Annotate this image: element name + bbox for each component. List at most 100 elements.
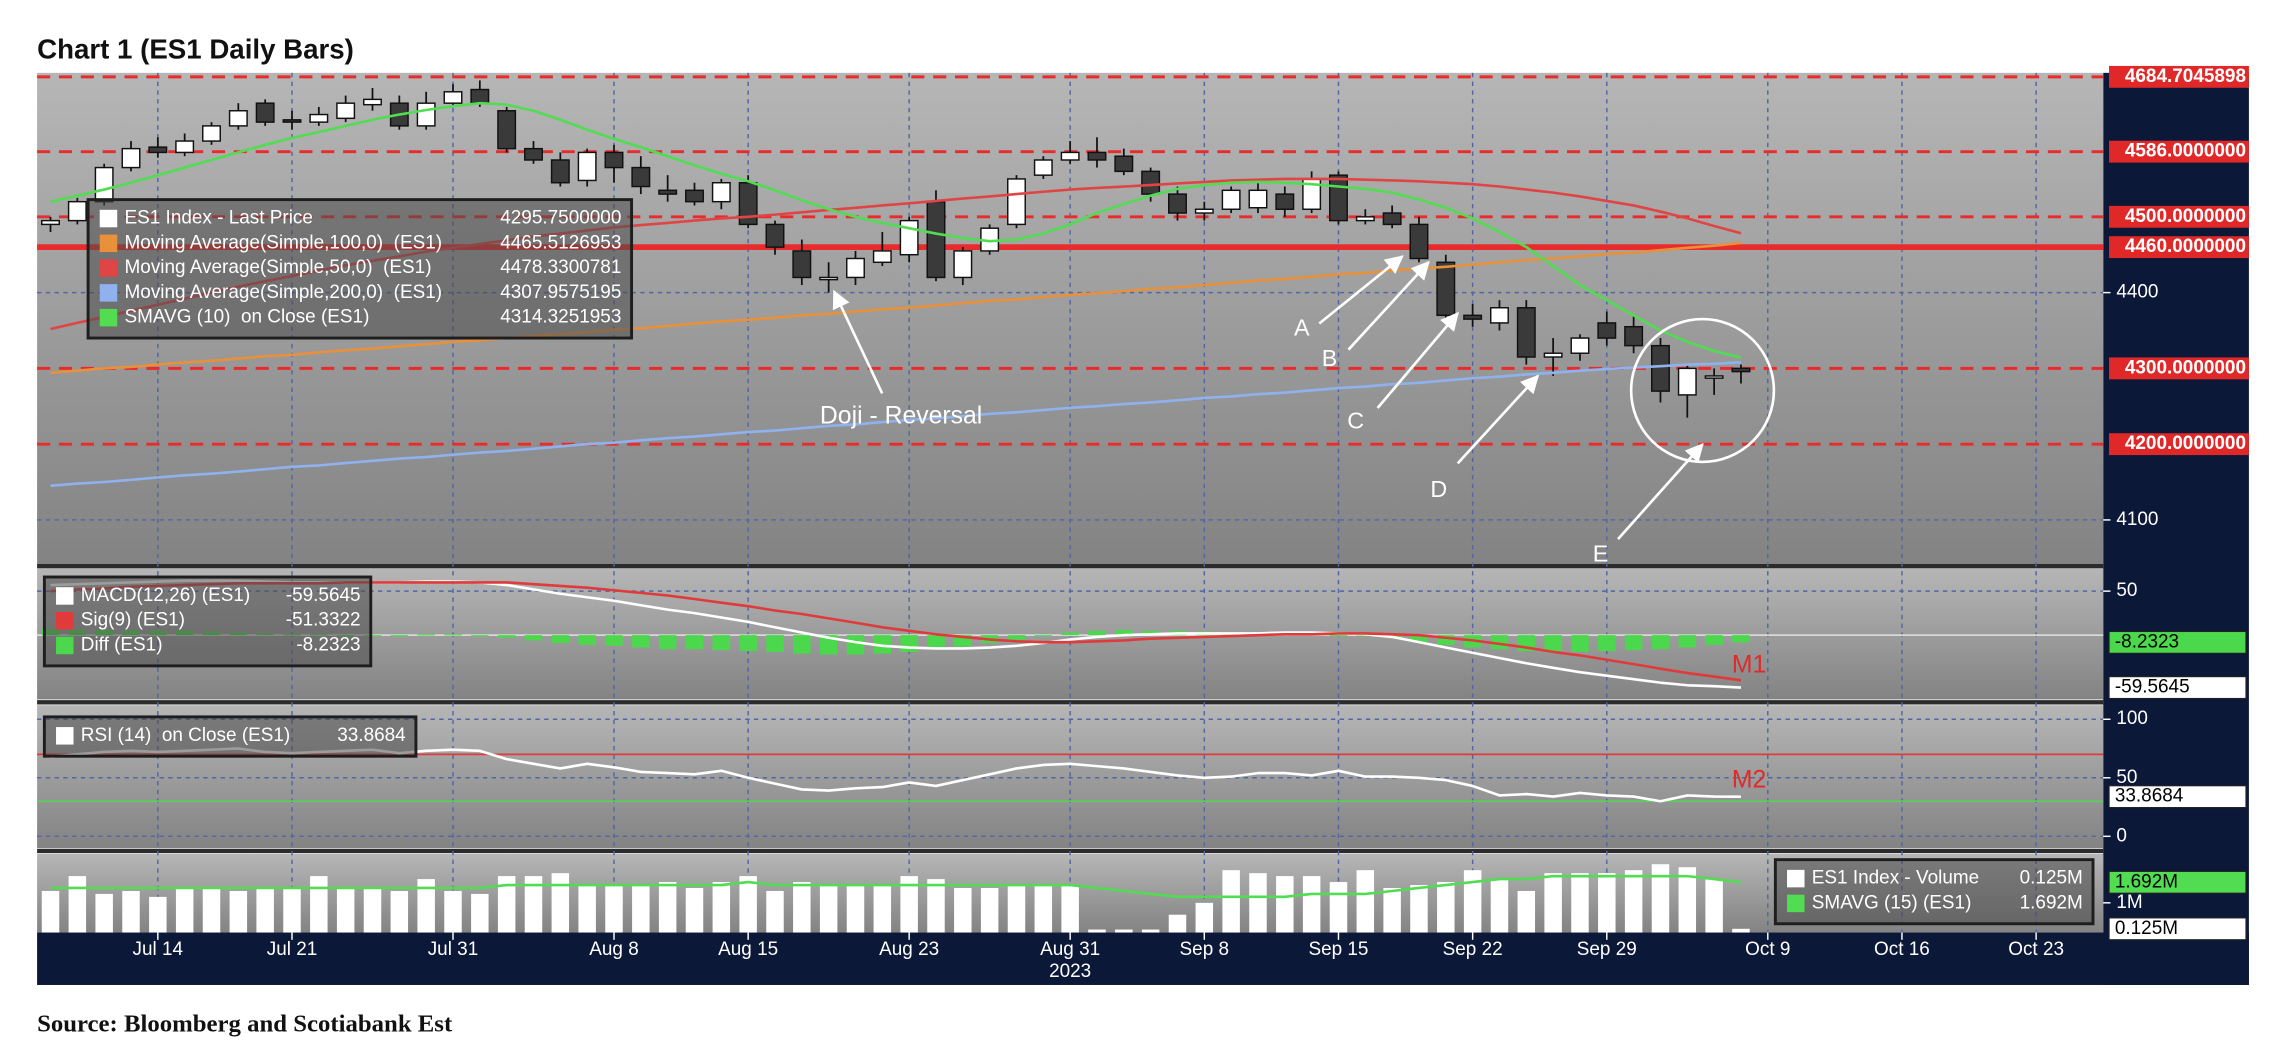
candle-body [67,200,87,222]
legend-swatch [56,611,74,630]
legend-label: Moving Average(Simple,200,0) (ES1) [125,282,443,303]
legend-box [42,715,418,758]
legend-box [1773,858,2095,926]
x-tick-label: Aug 8 [589,939,639,960]
y-tick-label: 50 [2116,580,2137,601]
candle-body [1677,367,1697,396]
bar [658,882,677,933]
annotation-arrow [1456,374,1540,465]
y-tick-label: 4400 [2116,282,2158,303]
legend-swatch [99,259,118,277]
candle-body [1436,261,1456,317]
bar [390,890,409,933]
legend-swatch [99,284,118,302]
bar [444,890,462,933]
bar [766,890,784,933]
legend-label: Diff (ES1) [81,634,163,655]
value-tag-label: 1.692M [2115,871,2178,892]
candle-body [1516,307,1536,358]
bar [1061,885,1079,933]
legend-swatch [99,209,118,228]
candle-body [1597,322,1617,339]
bar [1141,929,1160,933]
candle-body [953,250,973,279]
bar [1544,873,1562,933]
bar [1437,635,1455,645]
level-label: 4684.7045898 [2125,66,2246,87]
candle-body [524,147,543,161]
legend-label: ES1 Index - Volume [1812,868,1979,889]
x-tick-label: Sep 29 [1577,939,1637,960]
x-tick-label: Aug 31 [1040,939,1100,960]
bar [1651,864,1670,933]
bar [524,876,543,933]
bar [1141,630,1160,636]
candle-body [1329,174,1348,222]
candle-body [255,102,275,123]
level-box [2109,357,2249,380]
bar [1329,635,1348,637]
bar [336,887,355,933]
candle-body [604,151,624,169]
legend-value: -51.3322 [286,610,361,631]
annotation-arrow [1318,255,1404,325]
bar [1651,635,1670,650]
line-series [50,874,1742,899]
x-tick-label: Sep 8 [1180,939,1229,960]
bar [1356,635,1375,637]
bar [739,876,757,933]
value-tag [2108,630,2247,654]
bar [846,635,865,655]
source-note: Source: Bloomberg and Scotiabank Est [37,1010,453,1037]
bar [927,635,945,650]
bar [417,879,435,933]
x-axis-band [37,932,2249,985]
candle-body [1248,189,1268,209]
bar [1088,630,1106,636]
bar [1007,885,1026,933]
bar [390,635,409,637]
x-tick-label: Jul 31 [428,939,479,960]
value-tag-label: 0.125M [2115,918,2178,939]
x-tick-label: Oct 9 [1745,939,1790,960]
candle-body [309,113,329,123]
annotation-text: E [1593,540,1609,566]
legend-label: SMAVG (10) on Close (ES1) [125,307,370,328]
legend-box [86,198,634,340]
bar [1276,876,1294,933]
x-tick-label: Oct 23 [2008,939,2064,960]
x-tick-label: Jul 14 [133,939,184,960]
x-axis-year: 2023 [1049,961,1091,982]
candle-body [443,91,463,104]
candle-body [1033,159,1053,176]
legend-value: -59.5645 [286,585,361,606]
legend-swatch [99,234,118,253]
bar [1410,885,1428,933]
candle-body [1463,314,1483,320]
candle-body [1489,307,1509,324]
candle-body [148,146,168,154]
bar [1732,928,1750,933]
bar [793,635,811,654]
x-tick-label: Oct 16 [1874,939,1930,960]
candle-body [336,102,356,120]
legend-swatch [99,308,118,327]
bar [1088,929,1106,933]
level-label: 4500.0000000 [2125,206,2246,227]
level-label: 4200.0000000 [2125,433,2246,454]
bar [1061,632,1079,636]
candle-body [363,98,382,106]
legend-value: 0.125M [2020,868,2083,889]
annotation-text: B [1322,345,1338,371]
legend-value: 1.692M [2020,892,2083,913]
candle-body [202,125,221,142]
bar [1732,635,1750,643]
candle-body [685,189,704,203]
candle-body [175,140,195,154]
bar [605,635,623,646]
annotation-text: Doji - Reversal [820,402,982,429]
bar [980,887,999,933]
candle-body [1168,193,1187,214]
bar [444,634,462,636]
